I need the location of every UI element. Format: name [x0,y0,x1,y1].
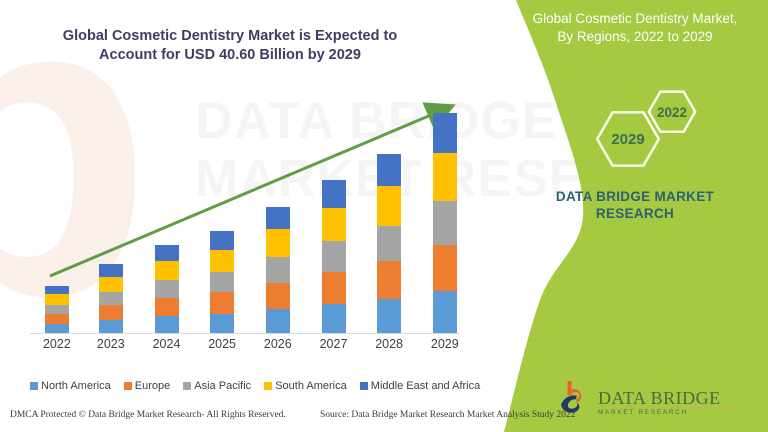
svg-text:2022: 2022 [657,105,687,120]
svg-text:2029: 2029 [611,131,644,148]
svg-text:DATA BRIDGE: DATA BRIDGE [598,388,721,408]
svg-text:MARKET RESEARCH: MARKET RESEARCH [598,409,688,416]
